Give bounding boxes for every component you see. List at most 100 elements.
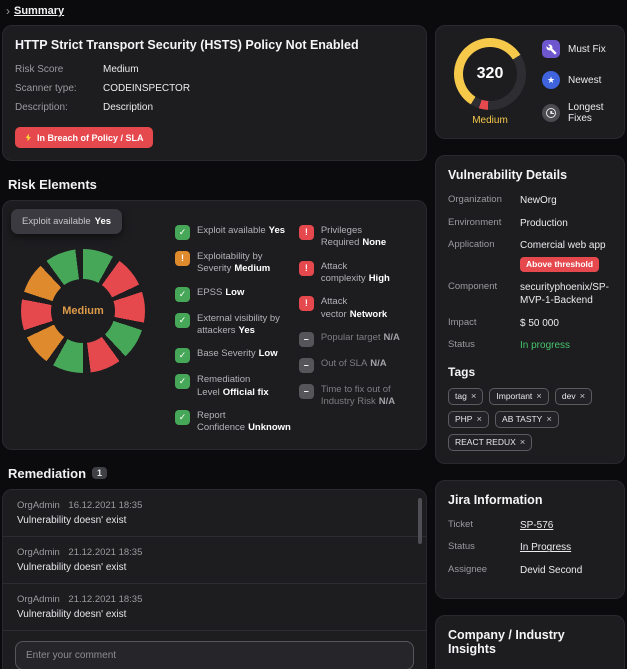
report-confidence-icon: ✓ [175,410,190,426]
organization-value: NewOrg [520,195,557,206]
jira-ticket-row: Ticket SP-576 [448,518,554,531]
environment-value: Production [520,217,568,229]
company-insights-card: Company / Industry Insights Target Date … [435,615,625,669]
risk-elements-heading: Risk Elements [8,177,97,192]
tooltip-value: Yes [94,216,112,227]
scrollbar-thumb[interactable] [418,497,422,544]
environment-row: Environment Production [448,216,568,229]
remediation-card: OrgAdmin 16.12.2021 18:35 Vulnerability … [2,488,427,669]
legend-item-epss: ✓ EPSS Low [175,286,291,302]
risk-score-gauge: 320 [454,38,526,110]
remediation-text: Vulnerability doesn' exist [17,608,127,620]
legend-item-report-confidence: ✓ Report Confidence Unknown [175,410,291,435]
legend-item-exploit-available: ✓ Exploit available Yes [175,225,291,240]
description-value: Description [103,102,154,113]
clock-icon [542,104,560,122]
legend-item-attack-complexity: ! Attack complexity High [298,260,414,286]
component-row: Component securityphoenix/SP-MVP-1-Backe… [448,281,612,308]
tag-chip: tag × [448,387,484,405]
legend-item-out-of-sla: – Out of SLA N/A [298,358,414,374]
tag-remove-icon[interactable]: × [579,390,586,402]
remediation-text: Vulnerability doesn' exist [17,514,127,526]
jira-assignee-value: Devid Second [520,564,583,576]
time-to-fix-icon: – [298,384,314,400]
risk-donut-hole: Medium [51,279,115,343]
attack-vector-icon: ! [298,296,314,312]
description-label: Description: [15,102,68,113]
base-severity-icon: ✓ [175,348,190,364]
must-fix-button[interactable]: Must Fix [542,40,612,58]
tag-remove-icon[interactable]: × [470,390,477,402]
breach-badge: In Breach of Policy / SLA [15,127,153,148]
application-value: Comercial web app Above threshold [520,239,612,272]
application-row: Application Comercial web app Above thre… [448,239,612,272]
longest-fixes-button[interactable]: Longest Fixes [542,102,612,124]
description-row: Description: Description [15,102,414,113]
remediation-list: OrgAdmin 16.12.2021 18:35 Vulnerability … [3,490,426,631]
status-row: Status In progress [448,339,571,352]
tag-remove-icon[interactable]: × [546,413,552,425]
out-of-sla-icon: – [298,358,314,374]
summary-link[interactable]: Summary [14,5,65,17]
exploitability-icon: ! [175,251,190,266]
risk-score-number: 320 [476,65,504,82]
exploit-available-tooltip: Exploit available Yes [11,209,123,234]
scanner-type-label: Scanner type: [15,83,77,94]
newest-button[interactable]: ★ Newest [542,71,612,89]
remediation-date: 21.12.2021 18:35 [68,546,143,558]
legend-item-time-to-fix: – Time to fix out of Industry Risk N/A [298,384,414,409]
jira-ticket-link[interactable]: SP-576 [520,519,554,531]
legend-item-remediation-level: ✓ Remediation Level Official fix [175,374,291,399]
risk-score-value: Medium [103,64,139,75]
privileges-required-icon: ! [298,225,314,240]
lightning-icon [25,133,31,142]
risk-score-card: 320 Medium Must Fix ★ Newest [435,25,625,139]
tag-chip: AB TASTY × [495,410,559,428]
risk-score-level: Medium [472,115,508,126]
jira-information-card: Jira Information Ticket SP-576 Status In… [435,479,625,600]
legend-item-popular-target: – Popular target N/A [298,332,414,348]
comment-input[interactable] [15,640,414,669]
breach-badge-label: In Breach of Policy / SLA [37,132,144,143]
insights-heading: Company / Industry Insights [448,628,565,657]
epss-icon: ✓ [175,286,190,302]
risk-donut-chart: Medium [21,249,145,373]
remediation-text: Vulnerability doesn' exist [17,561,127,573]
vulnerability-summary-card: HTTP Strict Transport Security (HSTS) Po… [2,25,427,161]
newest-icon: ★ [542,71,560,89]
jira-assignee-row: Assignee Devid Second [448,563,583,576]
jira-status-link[interactable]: In Progress [520,542,572,554]
tag-remove-icon[interactable]: × [519,436,526,448]
risk-score-label: Risk Score [15,64,64,75]
tag-remove-icon[interactable]: × [476,413,483,425]
tag-remove-icon[interactable]: × [536,390,542,402]
tags-list: tag × Important × dev × PHP × AB TASTY × REAC… [448,387,612,451]
legend-item-privileges-required: ! Privileges Required None [298,225,414,250]
tooltip-label: Exploit available [22,216,91,227]
jira-status-row: Status In Progress [448,541,572,554]
tag-chip: Important × [489,387,549,405]
scanner-type-value: CODEINSPECTOR [103,83,191,94]
remediation-count-badge: 1 [92,467,108,480]
tag-chip: dev × [554,387,593,405]
risk-donut-center-label: Medium [62,305,104,317]
status-value: In progress [520,340,571,352]
tag-chip: REACT REDUX × [448,433,533,451]
impact-value: $ 50 000 [520,317,559,329]
remediation-heading: Remediation 1 [8,466,421,481]
remediation-level-icon: ✓ [175,374,190,390]
tag-chip: PHP × [448,410,490,428]
remediation-entry: OrgAdmin 16.12.2021 18:35 Vulnerability … [3,490,426,537]
breadcrumb: › Summary [0,0,627,21]
above-threshold-badge: Above threshold [520,256,600,272]
vulnerability-details-card: Vulnerability Details Organization NewOr… [435,155,625,464]
risk-score-row: Risk Score Medium [15,64,414,75]
scanner-type-row: Scanner type: CODEINSPECTOR [15,83,414,94]
remediation-author: OrgAdmin [17,593,60,605]
risk-elements-card: Exploit available Yes Medium ✓ Exploit av… [2,200,427,450]
wrench-icon [542,40,560,58]
legend-item-base-severity: ✓ Base Severity Low [175,348,291,364]
impact-row: Impact $ 50 000 [448,316,559,329]
remediation-entry: OrgAdmin 21.12.2021 18:35 Vulnerability … [3,584,426,631]
component-value: securityphoenix/SP-MVP-1-Backend [520,281,609,307]
